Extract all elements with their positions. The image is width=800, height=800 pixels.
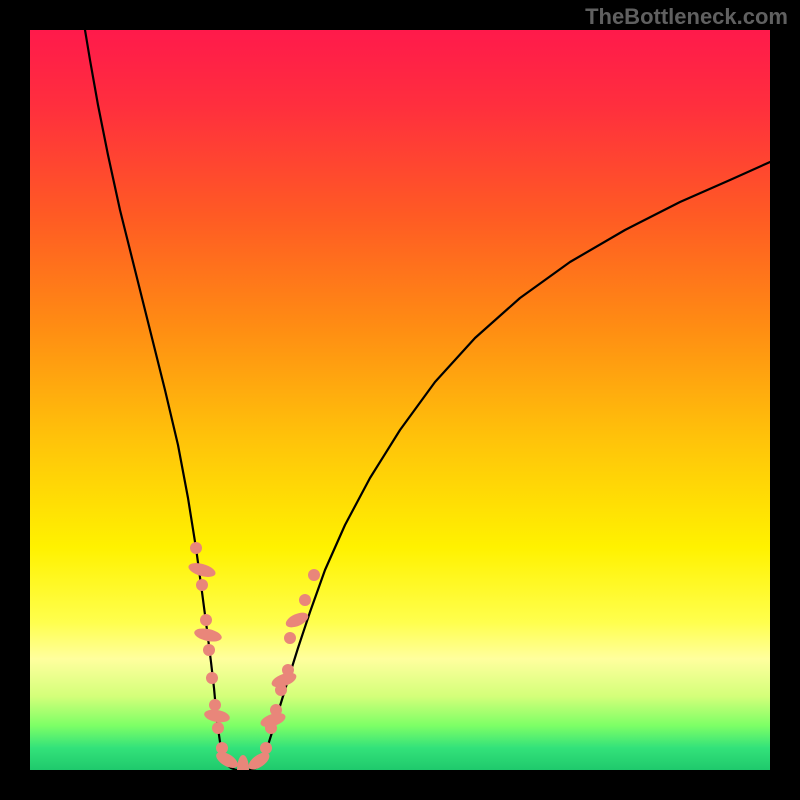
watermark-text: TheBottleneck.com [585,4,788,30]
chart-container: { "watermark": { "text": "TheBottleneck.… [0,0,800,800]
bottleneck-chart [0,0,800,800]
